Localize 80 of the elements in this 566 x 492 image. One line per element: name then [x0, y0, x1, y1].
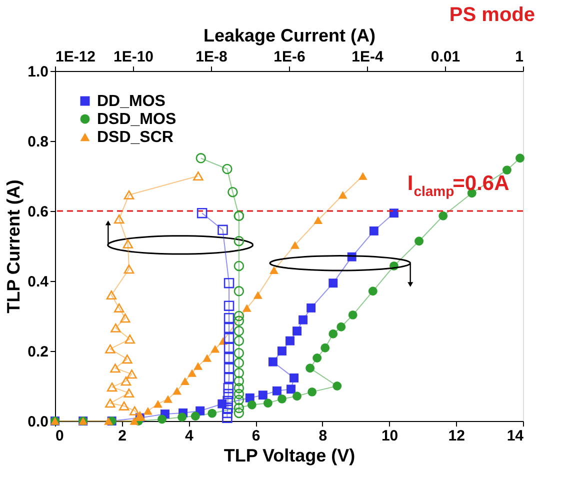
legend-label: DSD_MOS: [97, 111, 176, 128]
x2-tick-label: 1E-6: [274, 48, 306, 66]
x-tick-label: 4: [185, 428, 194, 444]
point: [336, 322, 346, 332]
text: PS mode: [449, 4, 535, 26]
point: [328, 278, 338, 288]
point: [312, 354, 322, 362]
point: [286, 384, 296, 394]
point: [210, 345, 220, 353]
point: [358, 172, 368, 180]
point: [263, 398, 272, 408]
point: [369, 226, 378, 236]
point: [172, 387, 182, 395]
legend-label: DSD_SCR: [97, 129, 174, 146]
point: [502, 166, 512, 175]
point: [278, 346, 286, 356]
point: [328, 329, 338, 338]
point: [153, 400, 162, 408]
point: [332, 382, 342, 390]
point: [208, 408, 217, 418]
point: [308, 387, 317, 396]
y-tick-label: 1.0: [28, 64, 48, 80]
point: [190, 412, 200, 421]
point: [130, 417, 139, 425]
point: [194, 362, 203, 370]
point: [258, 390, 268, 400]
x-tick-label: 8: [318, 428, 328, 444]
y-tick-label: 0.8: [28, 134, 48, 150]
y-axis-title: TLP Current (A): [4, 180, 24, 314]
point: [253, 291, 262, 299]
point: [242, 304, 252, 312]
point: [268, 357, 278, 366]
y-tick-label: 0.4: [28, 274, 50, 290]
point: [188, 369, 197, 377]
point: [286, 336, 294, 346]
point: [202, 354, 212, 362]
point: [298, 315, 308, 324]
point: [368, 286, 378, 296]
point: [278, 394, 286, 404]
point: [438, 211, 448, 220]
point: [272, 386, 282, 396]
x2-axis-title: Leakage Current (A): [203, 26, 376, 46]
x2-tick-label: 1E-8: [196, 48, 228, 66]
point: [516, 154, 524, 163]
y-tick-label: 0.6: [28, 204, 48, 220]
x-tick-label: 10: [381, 428, 398, 444]
point: [290, 373, 298, 382]
point: [292, 392, 302, 401]
x-tick-label: 6: [252, 428, 260, 444]
point: [158, 414, 166, 424]
point: [348, 310, 358, 320]
point: [320, 343, 330, 352]
x2-tick-label: 0.01: [430, 48, 460, 66]
point: [143, 406, 152, 415]
point: [292, 326, 302, 336]
point: [338, 191, 348, 199]
point: [414, 236, 424, 246]
point: [269, 266, 278, 274]
x-tick-label: 2: [118, 428, 127, 444]
point: [104, 417, 113, 425]
x2-tick-label: 1E-4: [352, 48, 384, 66]
x-tick-label: 14: [506, 428, 524, 444]
point: [180, 377, 190, 385]
x2-tick-label: 1: [515, 48, 524, 66]
point: [247, 400, 256, 410]
point: [314, 216, 323, 224]
point: [290, 241, 300, 249]
point: [164, 395, 172, 403]
legend-label: DD_MOS: [97, 93, 166, 110]
point: [178, 412, 186, 422]
point: [306, 303, 316, 312]
point: [389, 208, 398, 218]
point: [306, 364, 315, 373]
y-tick-label: 0.0: [28, 414, 48, 430]
x-tick-label: 12: [448, 428, 465, 444]
y-tick-label: 0.2: [28, 344, 48, 360]
x2-tick-label: 1E-10: [113, 48, 154, 66]
x-axis-title: TLP Voltage (V): [224, 446, 356, 466]
x2-tick-label: 1E-12: [56, 48, 96, 66]
x-tick-label: 0: [56, 428, 64, 444]
